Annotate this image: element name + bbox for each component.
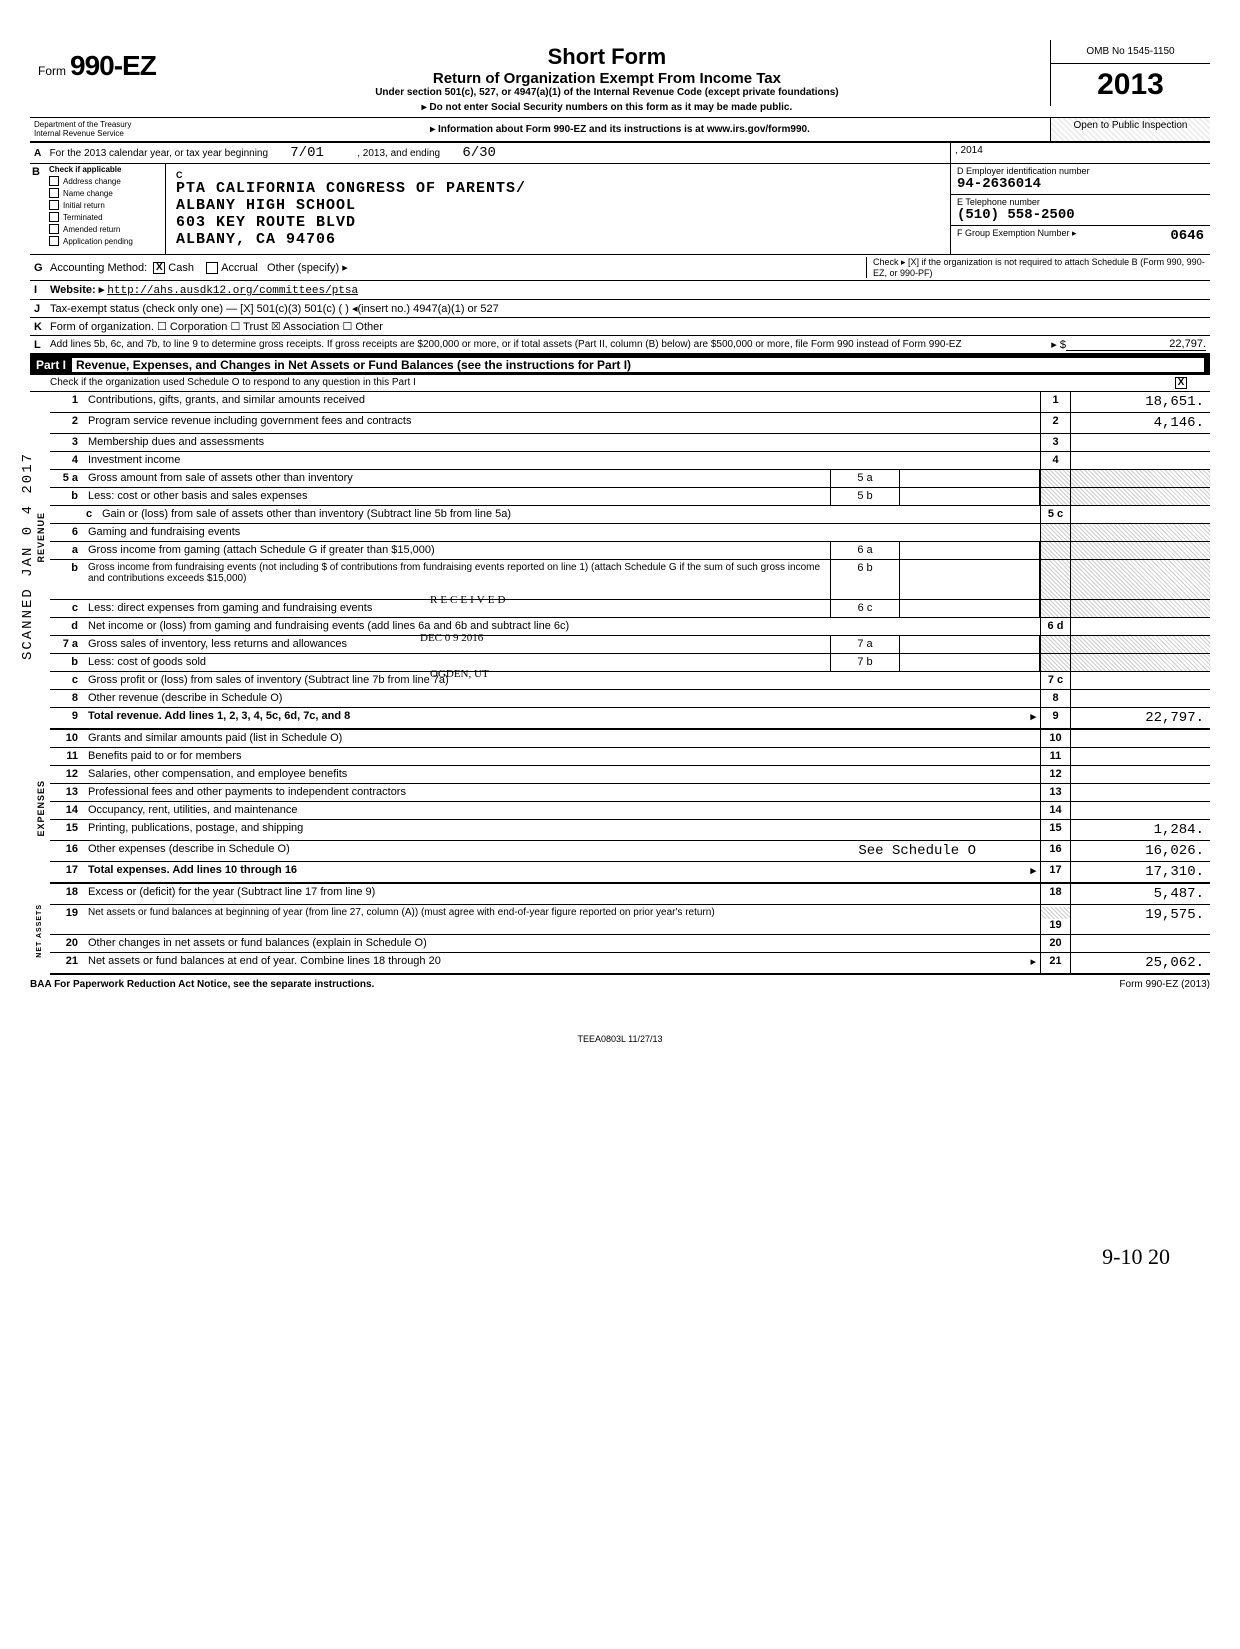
e-label: E Telephone number bbox=[957, 197, 1204, 207]
part1-header: Part I Revenue, Expenses, and Changes in… bbox=[30, 355, 1210, 375]
assets-label: NET ASSETS bbox=[36, 904, 43, 958]
website-url: http://ahs.ausdk12.org/committees/ptsa bbox=[107, 285, 358, 297]
amt-16: 16,026. bbox=[1070, 841, 1210, 861]
check-header: Check if applicable bbox=[46, 164, 165, 175]
amt-1: 18,651. bbox=[1070, 392, 1210, 412]
revenue-section: REVENUE 1Contributions, gifts, grants, a… bbox=[30, 392, 1210, 730]
received-date: DEC 0 9 2016 bbox=[420, 632, 483, 644]
tax-year: 2013 bbox=[1051, 64, 1210, 106]
line-a-begin: 7/01 bbox=[290, 145, 324, 161]
entity-addr: 603 KEY ROUTE BLVD bbox=[176, 214, 940, 231]
id-col: D Employer identification number 94-2636… bbox=[950, 164, 1210, 254]
check-address[interactable]: Address change bbox=[46, 175, 165, 187]
c-label: C bbox=[176, 170, 940, 180]
amt-19: 19,575. bbox=[1070, 905, 1210, 934]
title-sub: Return of Organization Exempt From Incom… bbox=[172, 70, 1042, 87]
amt-17: 17,310. bbox=[1070, 862, 1210, 882]
gen: 0646 bbox=[1170, 228, 1204, 244]
entity-name1: PTA CALIFORNIA CONGRESS OF PARENTS/ bbox=[176, 180, 940, 197]
entity-block: B Check if applicable Address change Nam… bbox=[30, 164, 1210, 255]
line-g-h: G Accounting Method: XCash Accrual Other… bbox=[30, 255, 1210, 281]
line-a: A For the 2013 calendar year, or tax yea… bbox=[30, 143, 1210, 164]
check-pending[interactable]: Application pending bbox=[46, 235, 165, 247]
line-k: K Form of organization. ☐ Corporation ☐ … bbox=[30, 318, 1210, 336]
check-applicable-col: Check if applicable Address change Name … bbox=[46, 164, 166, 254]
entity-name-col: C PTA CALIFORNIA CONGRESS OF PARENTS/ AL… bbox=[166, 164, 950, 254]
title-under: Under section 501(c), 527, or 4947(a)(1)… bbox=[172, 87, 1042, 98]
handwriting: 9-10 20 bbox=[30, 1244, 1210, 1270]
form-word: Form bbox=[38, 64, 66, 78]
amt-15: 1,284. bbox=[1070, 820, 1210, 840]
info-line: ▸ Information about Form 990-EZ and its … bbox=[190, 118, 1050, 141]
form-990ez-page: Form 990-EZ Short Form Return of Organiz… bbox=[30, 40, 1210, 1270]
received-stamp: RECEIVED bbox=[430, 594, 508, 606]
amt-18: 5,487. bbox=[1070, 884, 1210, 904]
line-a-label: For the 2013 calendar year, or tax year … bbox=[50, 148, 268, 159]
f-label: F Group Exemption Number ▸ bbox=[957, 228, 1077, 238]
schedule-o-checkbox[interactable]: X bbox=[1175, 377, 1187, 389]
right-block: OMB No 1545-1150 2013 bbox=[1050, 40, 1210, 106]
entity-city: ALBANY, CA 94706 bbox=[176, 231, 940, 248]
amt-3 bbox=[1070, 434, 1210, 451]
amt-2: 4,146. bbox=[1070, 413, 1210, 433]
footer-row: BAA For Paperwork Reduction Act Notice, … bbox=[30, 975, 1210, 994]
entity-name2: ALBANY HIGH SCHOOL bbox=[176, 197, 940, 214]
title-nossn: ▸ Do not enter Social Security numbers o… bbox=[172, 102, 1042, 113]
amt-9: 22,797. bbox=[1070, 708, 1210, 728]
line-h: Check ▸ [X] if the organization is not r… bbox=[866, 257, 1206, 278]
cash-checkbox[interactable]: X bbox=[153, 262, 165, 274]
footer-code: TEEA0803L 11/27/13 bbox=[30, 1034, 1210, 1044]
form-id-block: Form 990-EZ bbox=[30, 40, 164, 92]
d-label: D Employer identification number bbox=[957, 166, 1204, 176]
amt-21: 25,062. bbox=[1070, 953, 1210, 973]
phone: (510) 558-2500 bbox=[957, 207, 1204, 223]
gross-receipts: 22,797. bbox=[1066, 338, 1206, 351]
amt-4 bbox=[1070, 452, 1210, 469]
check-terminated[interactable]: Terminated bbox=[46, 211, 165, 223]
received-city: OGDEN, UT bbox=[430, 668, 489, 680]
title-main: Short Form bbox=[172, 44, 1042, 70]
line-a-mid: , 2013, and ending bbox=[357, 148, 440, 159]
expenses-label: EXPENSES bbox=[36, 780, 46, 837]
accrual-checkbox[interactable] bbox=[206, 262, 218, 274]
dept-label: Department of the Treasury Internal Reve… bbox=[30, 118, 190, 141]
footer-right: Form 990-EZ (2013) bbox=[1119, 979, 1210, 990]
check-initial[interactable]: Initial return bbox=[46, 199, 165, 211]
expenses-section: EXPENSES 10Grants and similar amounts pa… bbox=[30, 730, 1210, 884]
title-block: Short Form Return of Organization Exempt… bbox=[164, 40, 1050, 117]
line-j: J Tax-exempt status (check only one) — [… bbox=[30, 300, 1210, 318]
form-header: Form 990-EZ Short Form Return of Organiz… bbox=[30, 40, 1210, 118]
footer-left: BAA For Paperwork Reduction Act Notice, … bbox=[30, 979, 374, 990]
ein: 94-2636014 bbox=[957, 176, 1204, 192]
omb-number: OMB No 1545-1150 bbox=[1051, 40, 1210, 64]
form-number: 990-EZ bbox=[70, 50, 156, 82]
revenue-label: REVENUE bbox=[36, 512, 46, 563]
line-a-end: 6/30 bbox=[462, 145, 496, 161]
line-l: L Add lines 5b, 6c, and 7b, to line 9 to… bbox=[30, 336, 1210, 355]
net-assets-section: NET ASSETS 18Excess or (deficit) for the… bbox=[30, 884, 1210, 975]
line-i: I Website: ▸ http://ahs.ausdk12.org/comm… bbox=[30, 281, 1210, 300]
check-amended[interactable]: Amended return bbox=[46, 223, 165, 235]
letter-b: B bbox=[30, 164, 46, 254]
check-name[interactable]: Name change bbox=[46, 187, 165, 199]
part1-sub: Check if the organization used Schedule … bbox=[30, 375, 1210, 392]
public-inspection: Open to Public Inspection bbox=[1050, 118, 1210, 141]
dept-row: Department of the Treasury Internal Reve… bbox=[30, 118, 1210, 143]
line-a-endyear: , 2014 bbox=[950, 143, 1210, 163]
